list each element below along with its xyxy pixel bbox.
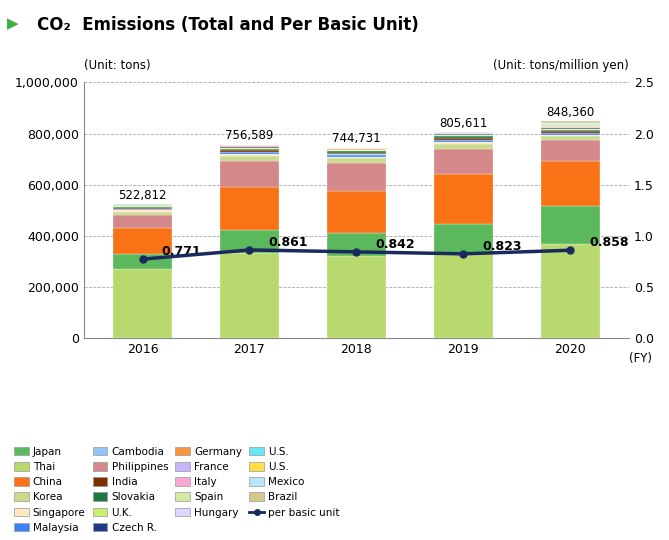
- Bar: [541, 244, 599, 338]
- Bar: [113, 269, 172, 338]
- Bar: [220, 187, 279, 231]
- Text: (FY): (FY): [629, 352, 652, 365]
- Bar: [327, 233, 386, 256]
- Bar: [113, 254, 172, 269]
- Text: 0.858: 0.858: [589, 236, 629, 249]
- Bar: [434, 149, 493, 174]
- Text: (Unit: tons): (Unit: tons): [84, 59, 151, 72]
- Bar: [541, 140, 599, 161]
- Bar: [541, 131, 599, 133]
- Text: 744,731: 744,731: [332, 132, 381, 145]
- Bar: [113, 210, 172, 212]
- Bar: [220, 146, 279, 147]
- Text: 0.861: 0.861: [269, 235, 308, 248]
- Bar: [541, 121, 599, 123]
- Bar: [541, 161, 599, 206]
- Bar: [541, 129, 599, 130]
- Legend: Japan, Thai, China, Korea, Singapore, Malaysia, Cambodia, Philippines, India, Sl: Japan, Thai, China, Korea, Singapore, Ma…: [12, 444, 342, 535]
- Bar: [220, 148, 279, 150]
- Bar: [434, 224, 493, 253]
- Bar: [434, 134, 493, 135]
- Bar: [113, 208, 172, 209]
- Text: 522,812: 522,812: [118, 189, 167, 202]
- Bar: [541, 123, 599, 124]
- Text: 756,589: 756,589: [225, 129, 274, 142]
- Bar: [327, 157, 386, 158]
- Text: 0.823: 0.823: [482, 240, 522, 253]
- Bar: [327, 164, 386, 191]
- Bar: [220, 150, 279, 152]
- Bar: [113, 215, 172, 228]
- Bar: [327, 149, 386, 150]
- Text: 0.842: 0.842: [376, 238, 415, 251]
- Bar: [220, 231, 279, 253]
- Bar: [434, 133, 493, 134]
- Bar: [434, 253, 493, 338]
- Bar: [220, 154, 279, 156]
- Bar: [327, 150, 386, 151]
- Bar: [327, 154, 386, 155]
- Bar: [434, 136, 493, 138]
- Bar: [220, 147, 279, 149]
- Bar: [434, 140, 493, 142]
- Bar: [113, 228, 172, 254]
- Bar: [541, 125, 599, 126]
- Text: CO₂  Emissions (Total and Per Basic Unit): CO₂ Emissions (Total and Per Basic Unit): [37, 16, 419, 34]
- Bar: [541, 124, 599, 125]
- Bar: [327, 256, 386, 338]
- Bar: [220, 161, 279, 187]
- Bar: [434, 138, 493, 140]
- Bar: [541, 133, 599, 134]
- Text: (Unit: tons/million yen): (Unit: tons/million yen): [494, 59, 629, 72]
- Bar: [220, 152, 279, 154]
- Bar: [220, 253, 279, 338]
- Bar: [113, 207, 172, 208]
- Bar: [434, 144, 493, 149]
- Text: 0.771: 0.771: [162, 245, 201, 258]
- Bar: [541, 136, 599, 140]
- Bar: [541, 134, 599, 136]
- Text: ▶: ▶: [7, 16, 19, 31]
- Bar: [113, 212, 172, 215]
- Bar: [434, 174, 493, 224]
- Bar: [327, 153, 386, 154]
- Text: 805,611: 805,611: [439, 117, 488, 130]
- Bar: [327, 155, 386, 157]
- Bar: [327, 151, 386, 153]
- Bar: [434, 135, 493, 136]
- Bar: [327, 158, 386, 164]
- Bar: [541, 206, 599, 244]
- Bar: [113, 206, 172, 207]
- Bar: [541, 130, 599, 131]
- Bar: [220, 156, 279, 161]
- Bar: [541, 128, 599, 129]
- Bar: [434, 142, 493, 144]
- Text: 848,360: 848,360: [546, 106, 595, 119]
- Bar: [541, 127, 599, 128]
- Bar: [327, 191, 386, 233]
